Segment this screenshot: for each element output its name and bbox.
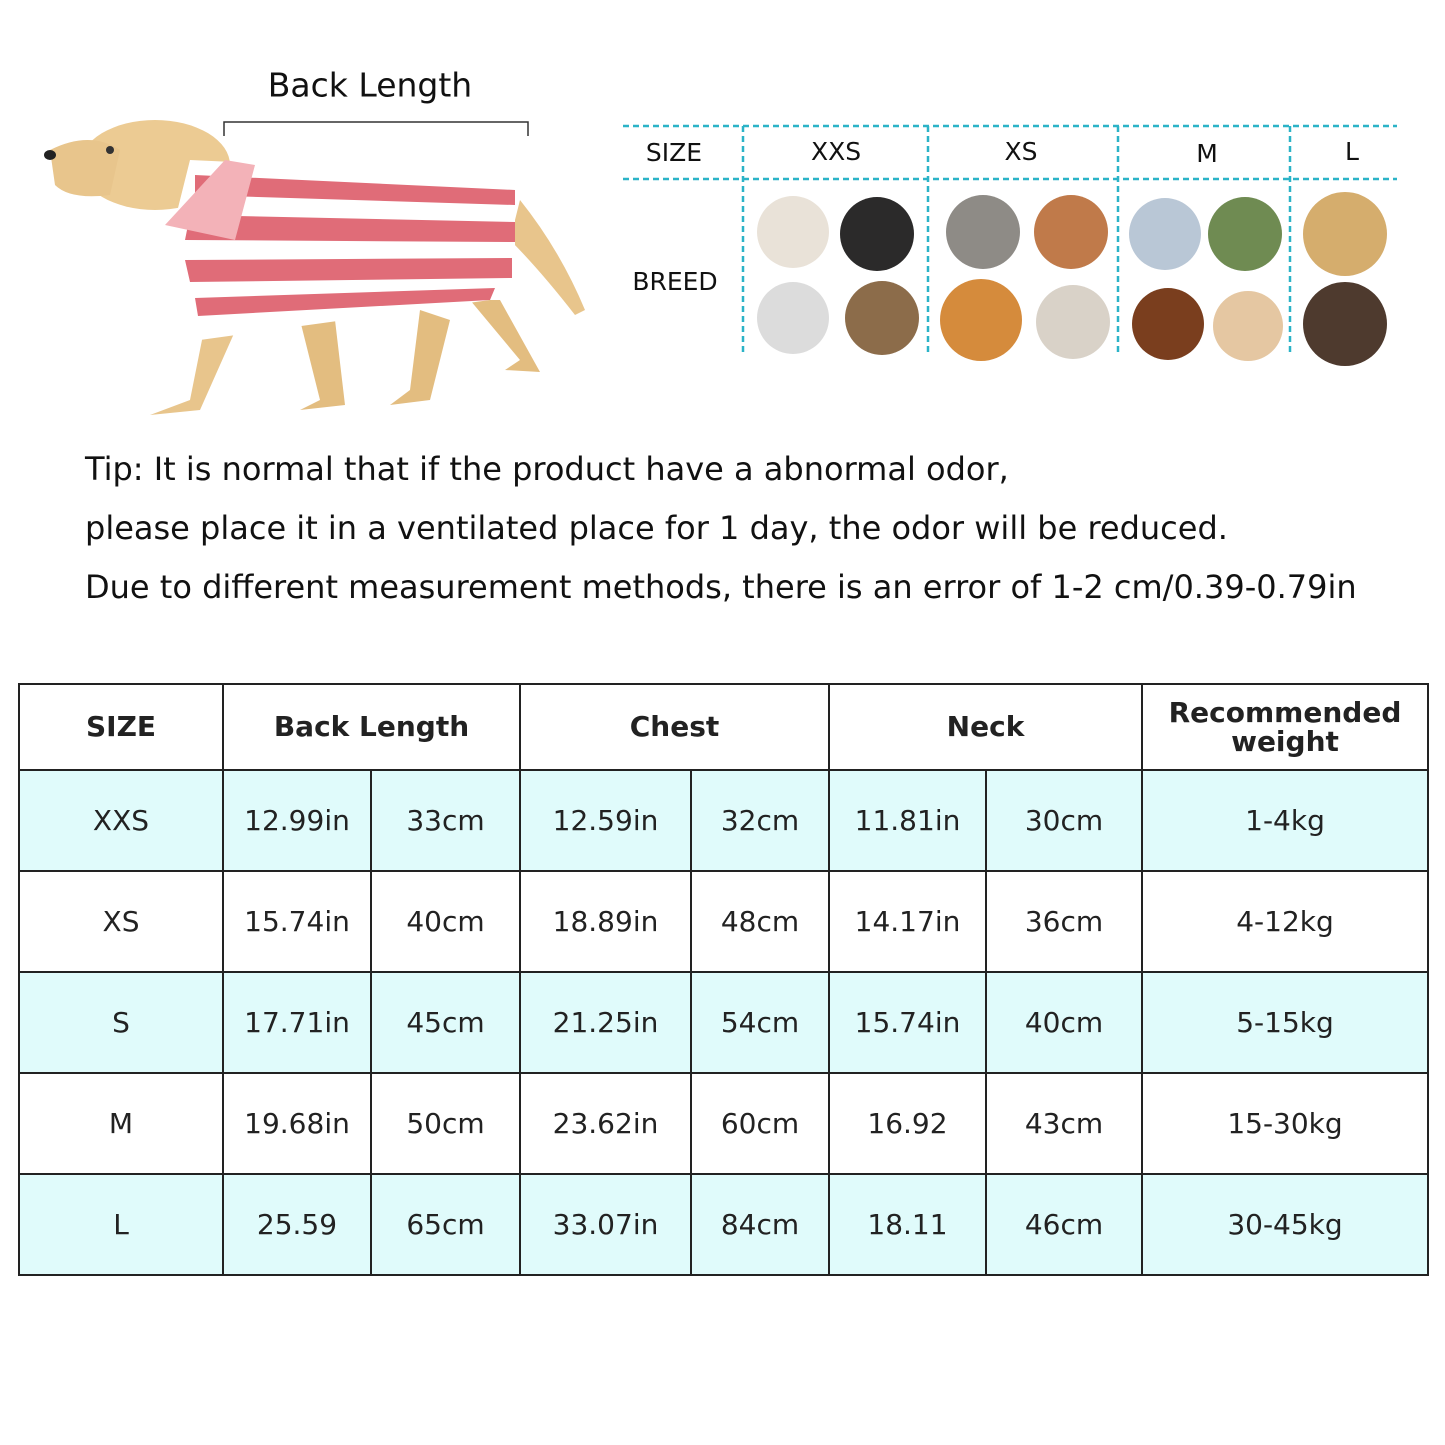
breed-size: L [1345,137,1359,166]
table-cell: 23.62in [519,1072,692,1175]
table-cell: 33cm [370,769,521,872]
table-cell: 4-12kg [1141,870,1429,973]
breed-photos [757,192,1387,366]
header-cell: SIZE [18,683,224,771]
table-cell: 5-15kg [1141,971,1429,1074]
table-cell: 50cm [370,1072,521,1175]
table-cell: 16.92 [828,1072,987,1175]
table-cell: 40cm [370,870,521,973]
table-cell: 48cm [690,870,830,973]
table-cell: 46cm [985,1173,1143,1276]
table-cell: 12.59in [519,769,692,872]
tip-line: please place it in a ventilated place fo… [85,509,1228,547]
header-row: SIZE Back Length Chest Neck Recommended weig… [18,683,1429,771]
table-cell: 11.81in [828,769,987,872]
header-cell: Neck [828,683,1143,771]
table-cell: 40cm [985,971,1143,1074]
size-table: SIZE Back Length Chest Neck Recommended weig… [18,683,1429,1276]
breed-size-label: SIZE [646,138,702,167]
breed-grid-lines [623,124,1397,355]
table-cell: 12.99in [222,769,372,872]
breed-size: XS [1005,137,1038,166]
table-cell: 84cm [690,1173,830,1276]
tip-line: Due to different measurement methods, th… [85,568,1357,606]
header-cell: Recommended weight [1141,683,1429,771]
table-cell: XXS [18,769,224,872]
top-graphics: Back Length SIZE XXS XS M L BREED [44,66,1397,415]
table-cell: 65cm [370,1173,521,1276]
table-cell: 60cm [690,1072,830,1175]
table-cell: 45cm [370,971,521,1074]
table-cell: 30-45kg [1141,1173,1429,1276]
breed-size: XXS [811,137,861,166]
breed-label: BREED [632,267,717,296]
table-row: S 17.71in 45cm 21.25in 54cm 15.74in 40cm 5-15kg [18,971,1429,1074]
table-cell: 54cm [690,971,830,1074]
table-cell: S [18,971,224,1074]
tip-line: Tip: It is normal that if the product ha… [85,450,1009,488]
table-cell: XS [18,870,224,973]
bracket [223,121,529,136]
table-cell: 14.17in [828,870,987,973]
dog-illustration [44,120,585,415]
breed-size: M [1196,139,1218,168]
table-cell: M [18,1072,224,1175]
table-row: M 19.68in 50cm 23.62in 60cm 16.92 43cm 15-30kg [18,1072,1429,1175]
table-cell: 25.59 [222,1173,372,1276]
table-cell: 30cm [985,769,1143,872]
table-cell: 15.74in [222,870,372,973]
table-cell: 32cm [690,769,830,872]
table-cell: 43cm [985,1072,1143,1175]
table-cell: 19.68in [222,1072,372,1175]
header-cell: Chest [519,683,830,771]
table-cell: 18.89in [519,870,692,973]
table-cell: 17.71in [222,971,372,1074]
table-cell: 15-30kg [1141,1072,1429,1175]
header-cell: Back Length [222,683,521,771]
back-length-label: Back Length [268,66,472,105]
table-cell: 36cm [985,870,1143,973]
table-row: XXS 12.99in 33cm 12.59in 32cm 11.81in 30cm 1-4k… [18,769,1429,872]
table-cell: 21.25in [519,971,692,1074]
table-row: L 25.59 65cm 33.07in 84cm 18.11 46cm 30-45kg [18,1173,1429,1276]
table-cell: 18.11 [828,1173,987,1276]
table-cell: 15.74in [828,971,987,1074]
table-cell: L [18,1173,224,1276]
table-row: XS 15.74in 40cm 18.89in 48cm 14.17in 36cm 4-12k… [18,870,1429,973]
table-cell: 33.07in [519,1173,692,1276]
table-cell: 1-4kg [1141,769,1429,872]
